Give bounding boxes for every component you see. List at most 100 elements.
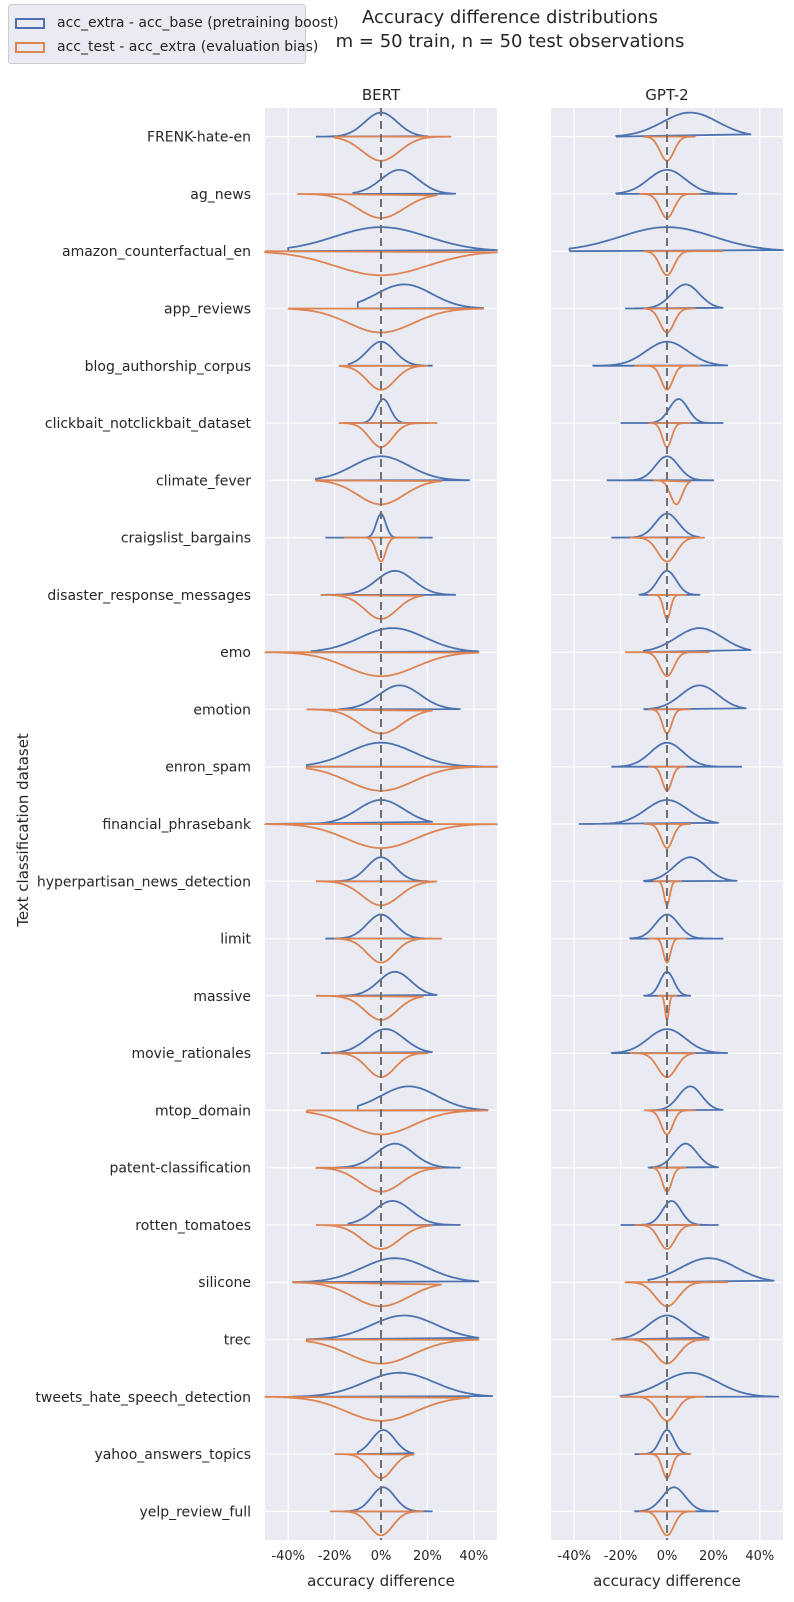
violin-boost-trec xyxy=(615,1314,710,1341)
violin-boost-craigslist_bargains xyxy=(611,512,701,539)
x-tick-label: -20% xyxy=(604,1549,638,1564)
violin-bias-hyperpartisan_news_detection xyxy=(315,880,438,907)
violin-boost-tweets_hate_speech_detection xyxy=(619,1371,780,1398)
violin-bias-clickbait_notclickbait_dataset xyxy=(338,422,438,448)
violin-bias-patent-classification xyxy=(315,1166,443,1193)
violin-bias-mtop_domain xyxy=(643,1109,696,1136)
violin-bias-craigslist_bargains xyxy=(629,536,705,563)
y-tick-label: silicone xyxy=(198,1275,251,1291)
legend: acc_extra - acc_base (pretraining boost)… xyxy=(8,4,339,64)
violin-bias-tweets_hate_speech_detection xyxy=(620,1395,705,1422)
violin-boost-blog_authorship_corpus xyxy=(591,340,729,367)
legend-label-evaluation-bias: acc_test - acc_extra (evaluation bias) xyxy=(57,39,319,55)
y-tick-label: app_reviews xyxy=(164,301,251,317)
violin-bias-emo xyxy=(625,651,710,678)
violin-bias-trec xyxy=(305,1338,480,1365)
violin-bias-patent-classification xyxy=(652,1166,687,1193)
violin-boost-climate_fever xyxy=(606,455,715,482)
violin-bias-enron_spam xyxy=(305,765,498,792)
violin-boost-ag_news xyxy=(615,169,738,195)
panel-title: BERT xyxy=(362,86,401,104)
x-tick-label: 0% xyxy=(657,1549,678,1564)
violin-boost-movie_rationales xyxy=(320,1028,433,1054)
legend-label-pretraining-boost: acc_extra - acc_base (pretraining boost) xyxy=(57,15,339,31)
violin-bias-ag_news xyxy=(296,193,438,219)
figure-title-line1: Accuracy difference distributions xyxy=(362,7,658,28)
y-tick-label: blog_authorship_corpus xyxy=(85,359,251,375)
violin-boost-silicone xyxy=(291,1257,480,1284)
violin-boost-yahoo_answers_topics xyxy=(356,1429,415,1455)
x-tick-label: -40% xyxy=(557,1549,591,1564)
violin-boost-mtop_domain xyxy=(356,1085,489,1112)
x-axis-label: accuracy difference xyxy=(307,1572,455,1590)
legend-swatch-orange xyxy=(15,41,45,53)
x-tick-label: 40% xyxy=(459,1549,488,1564)
x-tick-label: 20% xyxy=(413,1549,442,1564)
x-tick-label: 20% xyxy=(699,1549,728,1564)
y-tick-label: limit xyxy=(220,932,251,948)
legend-swatch-blue xyxy=(15,17,45,29)
violin-boost-patent-classification xyxy=(333,1142,461,1169)
violin-boost-mtop_domain xyxy=(648,1085,724,1112)
violin-boost-trec xyxy=(305,1314,480,1341)
violin-boost-financial_phrasebank xyxy=(578,799,719,825)
violin-bias-financial_phrasebank xyxy=(643,823,692,849)
y-tick-label: emo xyxy=(220,645,251,661)
violin-boost-app_reviews xyxy=(625,283,724,310)
violin-boost-hyperpartisan_news_detection xyxy=(642,856,738,883)
violin-bias-limit xyxy=(333,937,443,964)
panel-1: GPT-2 -40% -20% 0% 20% 40% accuracy difference xyxy=(551,86,784,1590)
violin-boost-app_reviews xyxy=(356,283,484,310)
violin-boost-silicone xyxy=(647,1257,775,1284)
y-tick-label: hyperpartisan_news_detection xyxy=(37,874,251,890)
y-tick-label: ag_news xyxy=(190,187,251,203)
violin-boost-climate_fever xyxy=(315,455,471,482)
y-tick-label: financial_phrasebank xyxy=(102,817,252,833)
violin-bias-financial_phrasebank xyxy=(264,823,498,849)
violin-bias-climate_fever xyxy=(652,479,692,506)
x-tick-label: -40% xyxy=(271,1549,305,1564)
x-tick-label: 40% xyxy=(745,1549,774,1564)
violin-bias-emotion xyxy=(305,708,433,735)
violin-bias-amazon_counterfactual_en xyxy=(642,250,724,277)
violin-boost-emotion xyxy=(338,684,461,711)
violin-bias-emo xyxy=(264,651,480,678)
y-axis-label: Text classification dataset xyxy=(14,733,32,928)
violin-bias-clickbait_notclickbait_dataset xyxy=(648,422,692,448)
y-tick-label: clickbait_notclickbait_dataset xyxy=(45,416,252,432)
violin-bias-disaster_response_messages xyxy=(320,594,424,620)
violin-bias-yahoo_answers_topics xyxy=(334,1453,415,1479)
violin-bias-silicone xyxy=(291,1281,443,1308)
x-tick-label: 0% xyxy=(371,1549,392,1564)
panel-title: GPT-2 xyxy=(645,86,688,104)
violin-boost-movie_rationales xyxy=(610,1028,729,1054)
y-tick-label: patent-classification xyxy=(109,1161,251,1177)
violin-bias-blog_authorship_corpus xyxy=(634,364,701,391)
violin-bias-emotion xyxy=(648,708,692,735)
violin-boost-yelp_review_full xyxy=(633,1486,719,1513)
violin-boost-patent-classification xyxy=(647,1142,719,1169)
violin-boost-emo xyxy=(310,627,480,654)
x-axis-label: accuracy difference xyxy=(593,1572,741,1590)
y-tick-label: enron_spam xyxy=(165,760,251,776)
violin-bias-climate_fever xyxy=(315,479,443,506)
violin-boost-ag_news xyxy=(352,169,457,195)
y-tick-label: emotion xyxy=(193,702,251,718)
y-tick-label: FRENK-hate-en xyxy=(147,130,251,146)
violin-boost-amazon_counterfactual_en xyxy=(568,226,784,253)
violin-bias-yelp_review_full xyxy=(639,1510,696,1537)
legend-item-evaluation-bias: acc_test - acc_extra (evaluation bias) xyxy=(15,37,318,57)
y-tick-label: tweets_hate_speech_detection xyxy=(35,1390,251,1406)
violin-bias-app_reviews xyxy=(642,307,696,334)
violin-bias-ag_news xyxy=(639,193,701,219)
violin-bias-app_reviews xyxy=(287,307,484,334)
violin-bias-rotten_tomatoes xyxy=(315,1224,433,1250)
figure-title-line2: m = 50 train, n = 50 test observations xyxy=(335,31,685,52)
y-tick-label: craigslist_bargains xyxy=(121,531,251,547)
violin-bias-mtop_domain xyxy=(305,1109,489,1136)
y-tick-label: yelp_review_full xyxy=(139,1504,251,1520)
violin-boost-clickbait_notclickbait_dataset xyxy=(620,398,724,424)
violin-boost-FRENK-hate-en xyxy=(615,111,752,138)
y-tick-label: yahoo_answers_topics xyxy=(94,1447,251,1463)
